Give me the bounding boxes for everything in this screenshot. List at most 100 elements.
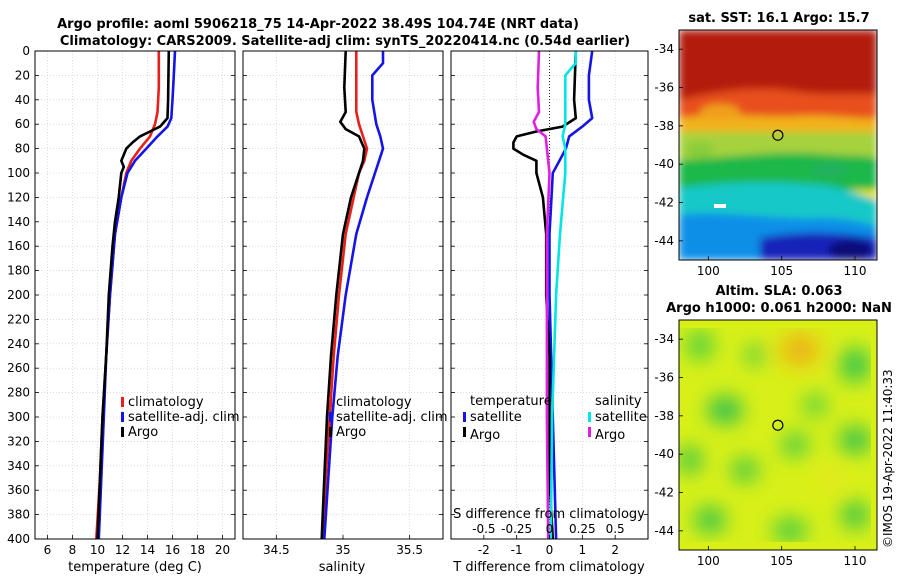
legend-swatch-climatology bbox=[329, 397, 332, 407]
map-y-tick-label: -42 bbox=[654, 196, 674, 210]
map-x-tick-label: 110 bbox=[844, 554, 867, 568]
y-tick-label: 100 bbox=[7, 166, 30, 180]
sst-argo-position-marker bbox=[772, 129, 784, 141]
sla-map-title-line2: Argo h1000: 0.061 h2000: NaN bbox=[666, 301, 892, 316]
salinity-xlabel: salinity bbox=[319, 560, 366, 575]
y-tick-label: 380 bbox=[7, 508, 30, 522]
sst-map bbox=[679, 30, 877, 260]
x-tick-label: 16 bbox=[165, 543, 180, 557]
legend-label-s-satellite: satellite bbox=[595, 410, 647, 425]
map-y-tick-label: -40 bbox=[654, 447, 674, 461]
map-y-tick-label: -34 bbox=[654, 42, 674, 56]
figure-title-line2: Climatology: CARS2009. Satellite-adj cli… bbox=[60, 34, 630, 49]
map-y-tick-label: -38 bbox=[654, 409, 674, 423]
y-tick-label: 320 bbox=[7, 434, 30, 448]
series-line-salinity-satellite bbox=[549, 51, 578, 539]
sla-map bbox=[679, 320, 877, 550]
x-tick-label: 1 bbox=[579, 543, 587, 557]
y-tick-label: 140 bbox=[7, 215, 30, 229]
map-y-tick-label: -44 bbox=[654, 234, 674, 248]
y-tick-label: 400 bbox=[7, 532, 30, 546]
map-y-tick-label: -44 bbox=[654, 524, 674, 538]
y-tick-label: 300 bbox=[7, 410, 30, 424]
sst-map-frame bbox=[678, 29, 878, 261]
legend-swatch-climatology bbox=[121, 397, 124, 407]
y-tick-label: 60 bbox=[15, 117, 30, 131]
x-tick-label: 18 bbox=[190, 543, 205, 557]
top-x-tick-label: -0.25 bbox=[501, 522, 532, 536]
legend-swatch-satellite bbox=[121, 412, 124, 422]
legend-label-s-argo: Argo bbox=[595, 428, 625, 443]
x-tick-label: 8 bbox=[69, 543, 77, 557]
y-tick-label: 340 bbox=[7, 459, 30, 473]
temperature-panel: 0 20 40 60 80 100 120 140 160 180 200 220 240 260 280 3… bbox=[7, 44, 236, 557]
sst-map-axes: 100 105 110 -34 -36 -38 -40 -42 -44 bbox=[654, 42, 866, 278]
legend-label-argo: Argo bbox=[128, 425, 158, 440]
map-x-tick-label: 100 bbox=[697, 264, 720, 278]
y-tick-label: 20 bbox=[15, 68, 30, 82]
figure-title-line1: Argo profile: aoml 5906218_75 14-Apr-202… bbox=[57, 17, 579, 32]
legend-heading-temperature: temperature bbox=[470, 394, 552, 409]
map-x-tick-label: 105 bbox=[770, 554, 793, 568]
x-tick-label: 34.5 bbox=[263, 543, 290, 557]
y-tick-label: 260 bbox=[7, 361, 30, 375]
x-tick-label: 6 bbox=[44, 543, 52, 557]
map-y-tick-label: -38 bbox=[654, 119, 674, 133]
series-line-argo bbox=[96, 51, 171, 539]
legend-label-t-argo: Argo bbox=[470, 428, 500, 443]
difference-legend: temperature satellite Argo salinity sate… bbox=[463, 394, 647, 443]
legend-swatch-t-argo bbox=[463, 427, 466, 437]
x-tick-label: -1 bbox=[511, 543, 523, 557]
map-y-tick-label: -36 bbox=[654, 81, 674, 95]
map-y-tick-label: -42 bbox=[654, 486, 674, 500]
y-tick-label: 40 bbox=[15, 93, 30, 107]
series-line-salinity-argo bbox=[532, 51, 551, 539]
map-y-tick-label: -36 bbox=[654, 371, 674, 385]
legend-swatch-argo bbox=[121, 427, 124, 437]
x-tick-label: 12 bbox=[115, 543, 130, 557]
sla-map-title-line1: Altim. SLA: 0.063 bbox=[716, 284, 843, 299]
legend-swatch-argo bbox=[329, 427, 332, 437]
temperature-legend: climatology satellite-adj. clim Argo bbox=[121, 395, 240, 440]
map-x-tick-label: 110 bbox=[844, 264, 867, 278]
sst-map-gap-marker bbox=[714, 204, 726, 208]
map-x-tick-label: 100 bbox=[697, 554, 720, 568]
sst-map-title: sat. SST: 16.1 Argo: 15.7 bbox=[688, 11, 869, 26]
imos-timestamp-watermark: ©IMOS 19-Apr-2022 11:40:33 bbox=[881, 369, 895, 548]
x-tick-label: 35.5 bbox=[396, 543, 423, 557]
x-tick-label: -2 bbox=[478, 543, 490, 557]
salinity-legend: climatology satellite-adj. clim Argo bbox=[329, 395, 448, 440]
x-tick-label: 0 bbox=[546, 543, 554, 557]
series-line-argo bbox=[320, 51, 366, 539]
map-y-tick-label: -34 bbox=[654, 332, 674, 346]
y-tick-label: 180 bbox=[7, 264, 30, 278]
top-x-tick-label: 0 bbox=[546, 522, 554, 536]
sla-map-frame bbox=[678, 319, 878, 551]
x-tick-label: 35 bbox=[335, 543, 350, 557]
y-tick-label: 200 bbox=[7, 288, 30, 302]
map-x-tick-label: 105 bbox=[770, 264, 793, 278]
y-tick-label: 120 bbox=[7, 190, 30, 204]
legend-label-satellite: satellite-adj. clim bbox=[128, 410, 240, 425]
y-tick-label: 220 bbox=[7, 312, 30, 326]
y-tick-label: 280 bbox=[7, 386, 30, 400]
top-x-tick-label: 0.25 bbox=[569, 522, 596, 536]
legend-swatch-s-argo bbox=[588, 427, 591, 437]
x-tick-label: 20 bbox=[215, 543, 230, 557]
temperature-xlabel: temperature (deg C) bbox=[68, 560, 202, 575]
top-x-tick-label: 0.5 bbox=[606, 522, 625, 536]
y-tick-label: 0 bbox=[22, 44, 30, 58]
legend-label-argo: Argo bbox=[336, 425, 366, 440]
y-tick-label: 360 bbox=[7, 483, 30, 497]
x-tick-label: 14 bbox=[140, 543, 155, 557]
legend-label-t-satellite: satellite bbox=[470, 410, 522, 425]
difference-panel: -2 -1 0 1 2 -0.5 -0.25 0 0.25 0.5 bbox=[450, 50, 649, 557]
t-difference-xlabel: T difference from climatology bbox=[452, 560, 645, 575]
legend-swatch-t-satellite bbox=[463, 412, 466, 422]
legend-swatch-satellite bbox=[329, 412, 332, 422]
legend-label-satellite: satellite-adj. clim bbox=[336, 410, 448, 425]
y-tick-label: 80 bbox=[15, 142, 30, 156]
x-tick-label: 10 bbox=[90, 543, 105, 557]
map-y-tick-label: -40 bbox=[654, 157, 674, 171]
